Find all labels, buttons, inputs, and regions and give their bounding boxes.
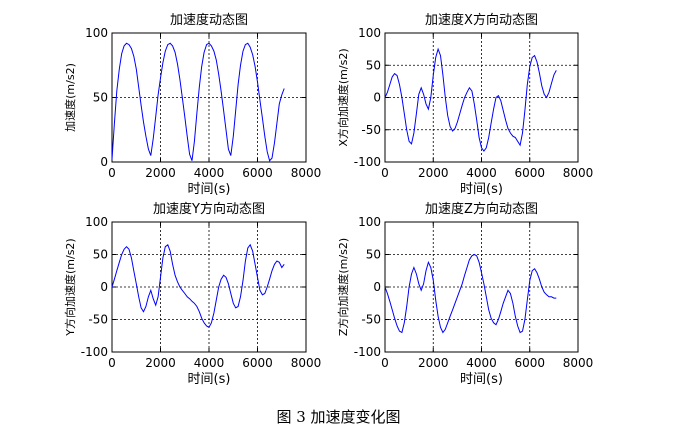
y-tick-label: -100 — [81, 345, 108, 359]
series-line — [111, 243, 285, 328]
x-tick-label: 4000 — [466, 166, 497, 180]
y-axis-label: Y方向加速度(m/s2) — [63, 238, 77, 336]
y-tick-label: 100 — [358, 26, 381, 40]
x-tick-label: 8000 — [291, 166, 322, 180]
y-tick-label: 100 — [358, 215, 381, 229]
x-tick-label: 4000 — [194, 166, 225, 180]
y-tick-label: -50 — [361, 123, 381, 137]
x-tick-label: 6000 — [242, 166, 273, 180]
y-tick-label: 50 — [93, 91, 108, 105]
series-line — [111, 42, 285, 162]
chart-title: 加速度Z方向动态图 — [425, 201, 538, 217]
x-tick-label: 8000 — [563, 166, 594, 180]
y-tick-label: -100 — [354, 155, 381, 169]
x-tick-label: 6000 — [514, 166, 545, 180]
series-line — [384, 47, 557, 152]
x-tick-label: 2000 — [418, 356, 449, 370]
x-tick-label: 2000 — [145, 166, 176, 180]
y-tick-label: 0 — [100, 280, 108, 294]
x-tick-label: 4000 — [194, 356, 225, 370]
chart-title: 加速度Y方向动态图 — [153, 201, 265, 217]
x-tick-label: 8000 — [563, 356, 594, 370]
x-tick-label: 4000 — [466, 356, 497, 370]
y-tick-label: -100 — [354, 345, 381, 359]
x-axis-label: 时间(s) — [188, 182, 231, 197]
x-tick-label: 8000 — [291, 356, 322, 370]
y-tick-label: 100 — [85, 215, 108, 229]
y-axis-label: Z方向加速度(m/s2) — [336, 238, 350, 336]
y-tick-label: 50 — [366, 58, 381, 72]
y-tick-label: 0 — [373, 91, 381, 105]
chart-title: 加速度动态图 — [170, 12, 248, 28]
x-tick-label: 6000 — [242, 356, 273, 370]
y-tick-label: -50 — [88, 313, 108, 327]
y-tick-label: 50 — [366, 248, 381, 262]
figure-caption: 图 3 加速度变化图 — [276, 408, 401, 426]
chart-panel-2: 0 2000 4000 6000 8000 -100 -50 0 50 100 加速度X方向动态图时… — [336, 12, 593, 197]
x-axis-label: 时间(s) — [188, 372, 231, 387]
y-axis-label: X方向加速度(m/s2) — [336, 48, 350, 146]
y-tick-label: 0 — [373, 280, 381, 294]
y-tick-label: 100 — [85, 26, 108, 40]
y-tick-label: -50 — [361, 313, 381, 327]
x-tick-label: 6000 — [514, 356, 545, 370]
y-tick-label: 50 — [93, 248, 108, 262]
chart-title: 加速度X方向动态图 — [425, 12, 538, 28]
x-tick-label: 0 — [381, 166, 389, 180]
y-tick-label: 0 — [100, 155, 108, 169]
x-tick-label: 0 — [381, 356, 389, 370]
chart-panel-4: 0 2000 4000 6000 8000 -100 -50 0 50 100 加速度Z方向动态图时… — [336, 201, 593, 387]
y-axis-label: 加速度(m/s2) — [63, 63, 77, 132]
x-axis-label: 时间(s) — [460, 372, 503, 387]
x-tick-label: 2000 — [145, 356, 176, 370]
chart-panel-3: 0 2000 4000 6000 8000 -100 -50 0 50 100 加速度Y方向动态图时… — [63, 201, 321, 387]
series-line — [384, 253, 557, 334]
x-tick-label: 0 — [108, 166, 116, 180]
x-tick-label: 0 — [108, 356, 116, 370]
x-tick-label: 2000 — [418, 166, 449, 180]
x-axis-label: 时间(s) — [460, 182, 503, 197]
